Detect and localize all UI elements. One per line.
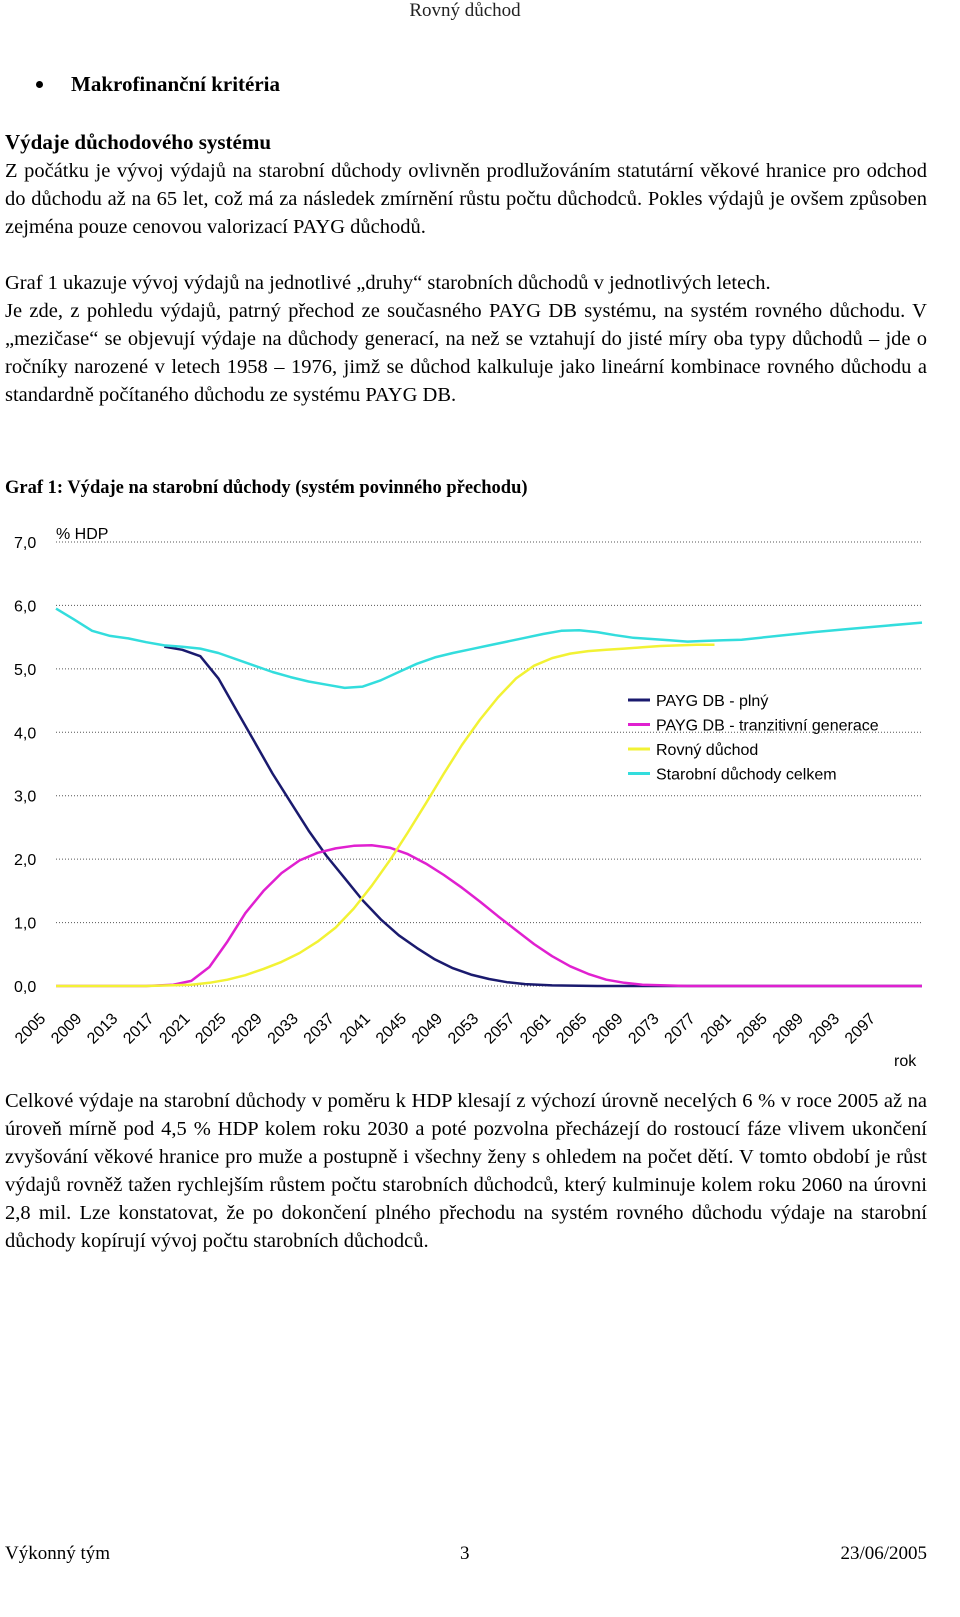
paragraph-3: Je zde, z pohledu výdajů, patrný přechod… xyxy=(5,300,927,406)
x-tick-label: 2053 xyxy=(445,1010,482,1047)
x-tick-label: 2077 xyxy=(662,1010,699,1047)
bullet-heading: Makrofinanční kritéria xyxy=(36,72,280,97)
pension-expenditure-chart: 0,0 1,0 2,0 3,0 4,0 5,0 6,0 7,0 200520092013201… xyxy=(12,526,923,1070)
x-tick-label: 2029 xyxy=(229,1010,266,1047)
x-tick-label: 2069 xyxy=(589,1010,626,1047)
x-tick-label: 2061 xyxy=(517,1010,554,1047)
x-tick-label: 2045 xyxy=(373,1010,410,1047)
x-tick-label: 2049 xyxy=(409,1010,446,1047)
running-header: Rovný důchod xyxy=(409,0,521,21)
x-tick-label: 2009 xyxy=(48,1010,85,1047)
x-tick-labels: 2005200920132017202120252029203320372041… xyxy=(12,1010,879,1047)
y-tick-label: 1,0 xyxy=(14,916,36,933)
x-tick-label: 2097 xyxy=(842,1010,879,1047)
paragraph-2: Graf 1 ukazuje vývoj výdajů na jednotliv… xyxy=(5,272,771,294)
series-layer xyxy=(55,607,923,988)
x-tick-label: 2005 xyxy=(12,1010,49,1047)
series-line-3 xyxy=(56,643,715,988)
legend-entry: Starobní důchody celkem xyxy=(656,766,837,784)
y-tick-label: 3,0 xyxy=(14,789,36,806)
series-line-4 xyxy=(55,607,923,690)
bullet-heading-text: Makrofinanční kritéria xyxy=(71,72,281,96)
legend-entry: Rovný důchod xyxy=(656,741,758,759)
x-tick-label: 2033 xyxy=(265,1010,302,1047)
paragraph-1: Z počátku je vývoj výdajů na starobní dů… xyxy=(5,160,927,238)
y-tick-labels: 0,0 1,0 2,0 3,0 4,0 5,0 6,0 7,0 xyxy=(14,535,36,996)
y-tick-label: 2,0 xyxy=(14,852,36,869)
series-line-1 xyxy=(164,645,922,988)
section-title: Výdaje důchodového systému xyxy=(5,130,272,154)
footer-page-number: 3 xyxy=(460,1543,470,1564)
x-tick-label: 2073 xyxy=(625,1010,662,1047)
legend: PAYG DB - plný PAYG DB - tranzitivní gene… xyxy=(628,693,879,784)
legend-entry: PAYG DB - plný xyxy=(656,693,768,710)
x-tick-label: 2081 xyxy=(698,1010,735,1047)
x-tick-label: 2037 xyxy=(301,1010,338,1047)
x-tick-label: 2089 xyxy=(770,1010,807,1047)
x-tick-label: 2065 xyxy=(553,1010,590,1047)
bullet-dot-icon xyxy=(36,80,43,88)
paragraph-4: Celkové výdaje na starobní důchody v pom… xyxy=(5,1090,927,1252)
legend-entry: PAYG DB - tranzitivní generace xyxy=(656,718,879,735)
y-axis-label: % HDP xyxy=(56,526,108,543)
x-tick-label: 2013 xyxy=(84,1010,121,1047)
x-tick-label: 2017 xyxy=(120,1010,157,1047)
x-tick-label: 2057 xyxy=(481,1010,518,1047)
x-tick-label: 2093 xyxy=(806,1010,843,1047)
figure-caption: Graf 1: Výdaje na starobní důchody (syst… xyxy=(5,478,528,498)
y-tick-label: 0,0 xyxy=(14,979,36,996)
x-tick-label: 2041 xyxy=(337,1010,374,1047)
y-tick-label: 4,0 xyxy=(14,725,36,742)
x-tick-label: 2021 xyxy=(156,1010,193,1047)
grid-layer xyxy=(56,541,922,987)
footer-team: Výkonný tým xyxy=(5,1543,111,1564)
y-tick-label: 6,0 xyxy=(14,598,36,615)
y-tick-label: 5,0 xyxy=(14,662,36,679)
y-tick-label: 7,0 xyxy=(14,535,36,552)
x-axis-label: rok xyxy=(894,1053,917,1070)
series-line-2 xyxy=(56,843,922,988)
x-tick-label: 2025 xyxy=(192,1010,229,1047)
x-tick-label: 2085 xyxy=(734,1010,771,1047)
footer-date: 23/06/2005 xyxy=(840,1543,927,1564)
